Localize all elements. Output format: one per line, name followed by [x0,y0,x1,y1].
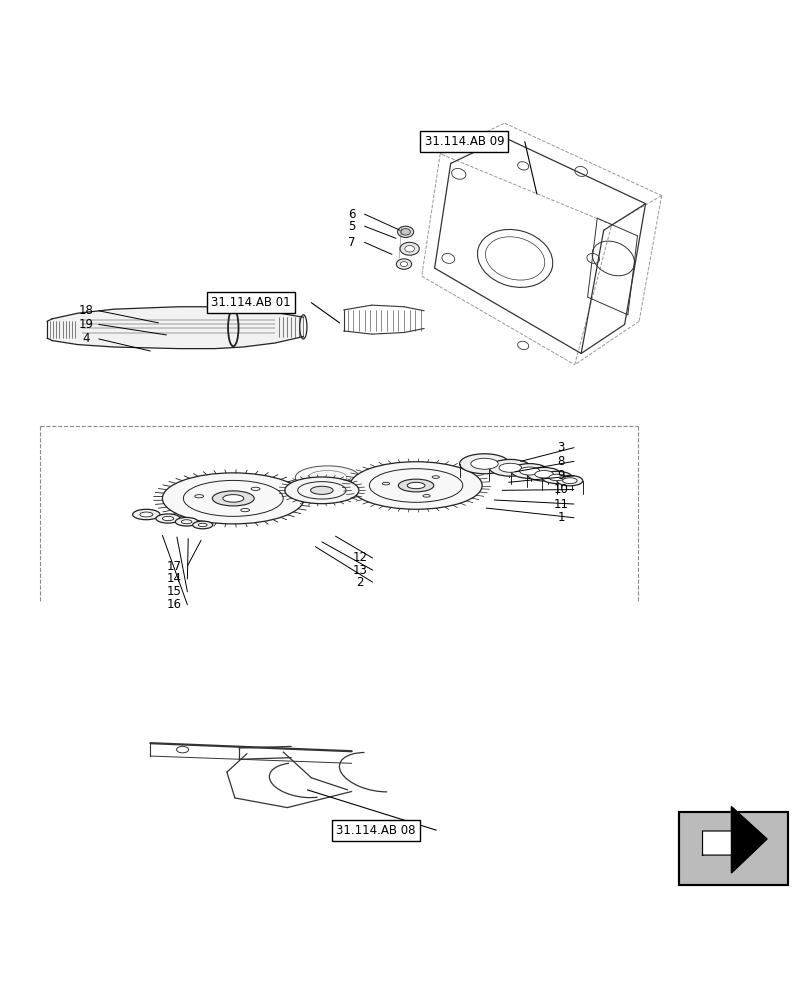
Ellipse shape [398,226,414,237]
Ellipse shape [535,471,553,478]
Text: 31.114.AB 09: 31.114.AB 09 [424,135,504,148]
Text: 19: 19 [78,318,94,331]
Ellipse shape [140,512,153,517]
Ellipse shape [133,509,160,520]
Ellipse shape [397,259,411,269]
Ellipse shape [400,242,419,255]
Ellipse shape [285,477,359,504]
Ellipse shape [156,514,180,523]
Ellipse shape [511,464,548,478]
Ellipse shape [192,521,213,529]
Bar [680,812,788,885]
Ellipse shape [398,479,434,492]
Polygon shape [53,307,303,349]
Text: 3: 3 [558,441,565,454]
Text: 16: 16 [167,598,182,611]
Text: 11: 11 [553,498,569,511]
Ellipse shape [310,486,333,494]
Ellipse shape [527,467,561,481]
Text: 31.114.AB 01: 31.114.AB 01 [211,296,291,309]
Ellipse shape [490,459,531,476]
Ellipse shape [401,262,407,266]
Text: 5: 5 [348,220,356,233]
Ellipse shape [223,495,244,502]
Text: 14: 14 [167,572,182,585]
Ellipse shape [181,520,191,524]
Text: 1: 1 [558,511,565,524]
Ellipse shape [460,454,510,474]
Ellipse shape [162,473,304,524]
Text: 2: 2 [356,576,364,589]
Ellipse shape [557,476,583,486]
Text: 12: 12 [352,551,367,564]
Text: 18: 18 [78,304,94,317]
Polygon shape [731,807,767,873]
Text: 17: 17 [167,560,182,573]
Bar [680,812,788,885]
Ellipse shape [295,466,360,489]
Text: 10: 10 [553,483,569,496]
Text: 15: 15 [167,585,182,598]
Ellipse shape [471,458,499,469]
Ellipse shape [407,482,425,489]
Ellipse shape [405,246,415,252]
Ellipse shape [401,229,410,235]
Text: 31.114.AB 08: 31.114.AB 08 [336,824,415,837]
Ellipse shape [520,467,540,475]
Text: 4: 4 [82,332,90,345]
Text: 6: 6 [348,208,356,221]
Text: 7: 7 [348,236,356,249]
Ellipse shape [198,523,207,527]
Text: 9: 9 [558,469,565,482]
Polygon shape [702,807,767,873]
Text: 8: 8 [558,455,565,468]
Text: 13: 13 [352,564,367,577]
Ellipse shape [175,517,198,526]
Ellipse shape [562,478,577,484]
Ellipse shape [213,491,255,506]
Ellipse shape [549,474,565,481]
Ellipse shape [350,462,482,509]
Ellipse shape [162,516,174,521]
Ellipse shape [541,471,572,484]
Ellipse shape [499,463,521,472]
